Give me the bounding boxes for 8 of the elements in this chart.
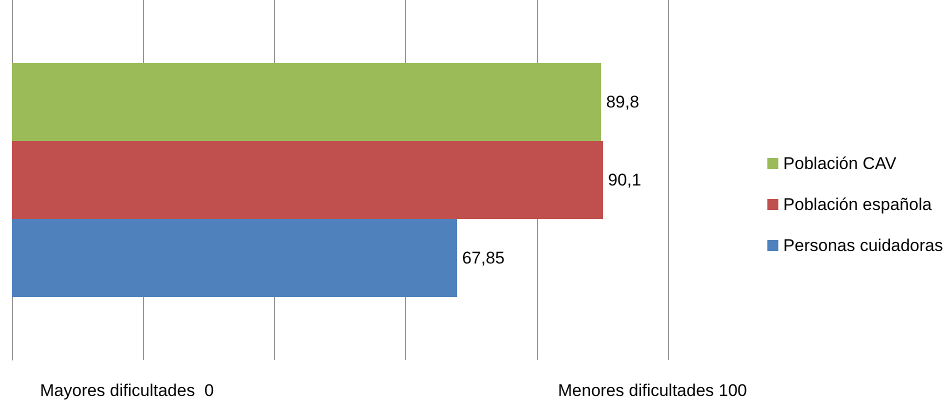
data-label: 90,1 <box>608 170 642 190</box>
text: Menores dificultades 100 <box>558 381 748 400</box>
legend-label: Personas cuidadoras <box>783 236 944 255</box>
legend-label: Población española <box>783 195 932 214</box>
text: Mayores dificultades 0 <box>40 381 214 400</box>
data-label: 67,85 <box>462 248 505 268</box>
data-label: 89,8 <box>606 92 640 112</box>
legend-label: Población CAV <box>783 154 898 173</box>
